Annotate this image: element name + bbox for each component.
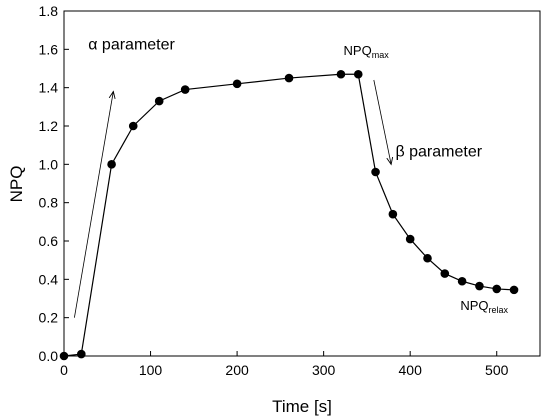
data-point bbox=[388, 209, 398, 219]
data-point bbox=[423, 253, 432, 263]
data-point bbox=[154, 96, 164, 106]
y-tick-label: 1.0 bbox=[39, 156, 59, 172]
data-point bbox=[457, 276, 467, 286]
x-tick-label: 100 bbox=[139, 362, 163, 378]
x-tick-label: 200 bbox=[225, 362, 249, 378]
series-layer bbox=[59, 69, 519, 361]
annotation-arrow bbox=[373, 79, 391, 164]
y-tick-label: 0.2 bbox=[39, 310, 59, 326]
y-axis-label: NPQ bbox=[7, 166, 26, 203]
x-tick-label: 400 bbox=[399, 362, 423, 378]
y-axis: 0.0 0.2 0.4 0.6 0.8 1.0 1.2 1.4 1.6 1.8 bbox=[39, 3, 69, 364]
annotation-arrows bbox=[73, 79, 391, 318]
data-point bbox=[59, 351, 69, 361]
data-point bbox=[405, 234, 415, 244]
data-point bbox=[440, 269, 450, 278]
y-tick-label: 0.8 bbox=[39, 195, 59, 211]
annotation-arrow bbox=[73, 92, 113, 318]
y-tick-label: 0.6 bbox=[39, 233, 59, 249]
data-point bbox=[509, 285, 519, 295]
series-line bbox=[63, 73, 515, 357]
y-tick-label: 1.8 bbox=[39, 3, 59, 19]
data-point bbox=[232, 79, 242, 89]
x-tick-label: 500 bbox=[485, 362, 509, 378]
x-axis-label: Time [s] bbox=[272, 397, 332, 416]
data-point bbox=[284, 73, 294, 83]
data-point bbox=[336, 69, 346, 79]
annotation-label: β parameter bbox=[395, 144, 482, 161]
data-point bbox=[180, 85, 190, 94]
data-point bbox=[492, 284, 502, 294]
x-axis: 0 100 200 300 400 500 bbox=[60, 351, 509, 378]
y-tick-label: 1.6 bbox=[39, 41, 59, 57]
annotations-layer: α parameter β parameter NPQmax NPQrelax bbox=[88, 36, 508, 315]
data-point bbox=[353, 69, 363, 79]
plot-frame bbox=[63, 10, 541, 357]
data-point bbox=[107, 160, 116, 169]
x-tick-label: 300 bbox=[312, 362, 336, 378]
y-tick-label: 0.4 bbox=[39, 271, 59, 287]
data-point bbox=[77, 349, 86, 359]
annotation-label: NPQrelax bbox=[460, 298, 508, 315]
data-point bbox=[128, 121, 138, 131]
annotation-label: NPQmax bbox=[344, 43, 390, 60]
data-point bbox=[475, 281, 484, 291]
x-tick-label: 0 bbox=[60, 362, 68, 378]
annotation-label: α parameter bbox=[88, 36, 175, 53]
y-tick-label: 0.0 bbox=[39, 348, 59, 364]
data-point bbox=[371, 167, 380, 177]
y-tick-label: 1.4 bbox=[39, 80, 59, 96]
y-tick-label: 1.2 bbox=[39, 118, 59, 134]
